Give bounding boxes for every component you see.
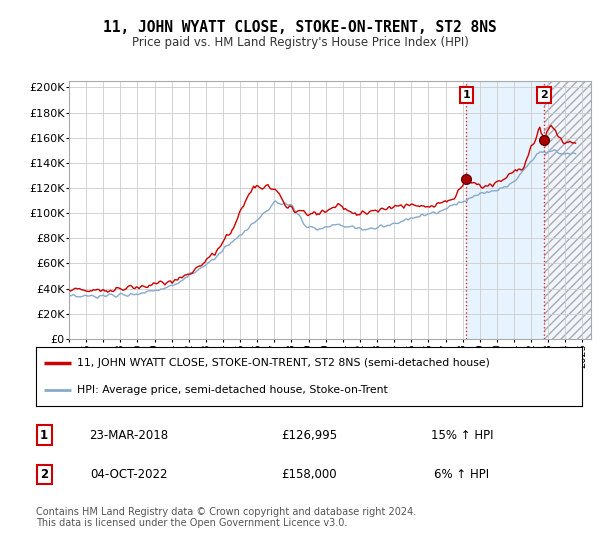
Text: 15% ↑ HPI: 15% ↑ HPI (431, 428, 493, 442)
Text: 2: 2 (540, 90, 548, 100)
Text: 6% ↑ HPI: 6% ↑ HPI (434, 468, 490, 481)
Text: Contains HM Land Registry data © Crown copyright and database right 2024.
This d: Contains HM Land Registry data © Crown c… (36, 507, 416, 529)
Text: 11, JOHN WYATT CLOSE, STOKE-ON-TRENT, ST2 8NS: 11, JOHN WYATT CLOSE, STOKE-ON-TRENT, ST… (103, 20, 497, 35)
Bar (544, 81, 591, 339)
Text: Price paid vs. HM Land Registry's House Price Index (HPI): Price paid vs. HM Land Registry's House … (131, 36, 469, 49)
Bar (544, 81, 591, 339)
Text: 1: 1 (463, 90, 470, 100)
Bar (466, 81, 544, 339)
Text: 11, JOHN WYATT CLOSE, STOKE-ON-TRENT, ST2 8NS (semi-detached house): 11, JOHN WYATT CLOSE, STOKE-ON-TRENT, ST… (77, 358, 490, 368)
Text: £158,000: £158,000 (281, 468, 337, 481)
Text: 04-OCT-2022: 04-OCT-2022 (90, 468, 167, 481)
Text: £126,995: £126,995 (281, 428, 337, 442)
Text: HPI: Average price, semi-detached house, Stoke-on-Trent: HPI: Average price, semi-detached house,… (77, 385, 388, 395)
Text: 23-MAR-2018: 23-MAR-2018 (89, 428, 169, 442)
Text: 2: 2 (40, 468, 48, 481)
Text: 1: 1 (40, 428, 48, 442)
